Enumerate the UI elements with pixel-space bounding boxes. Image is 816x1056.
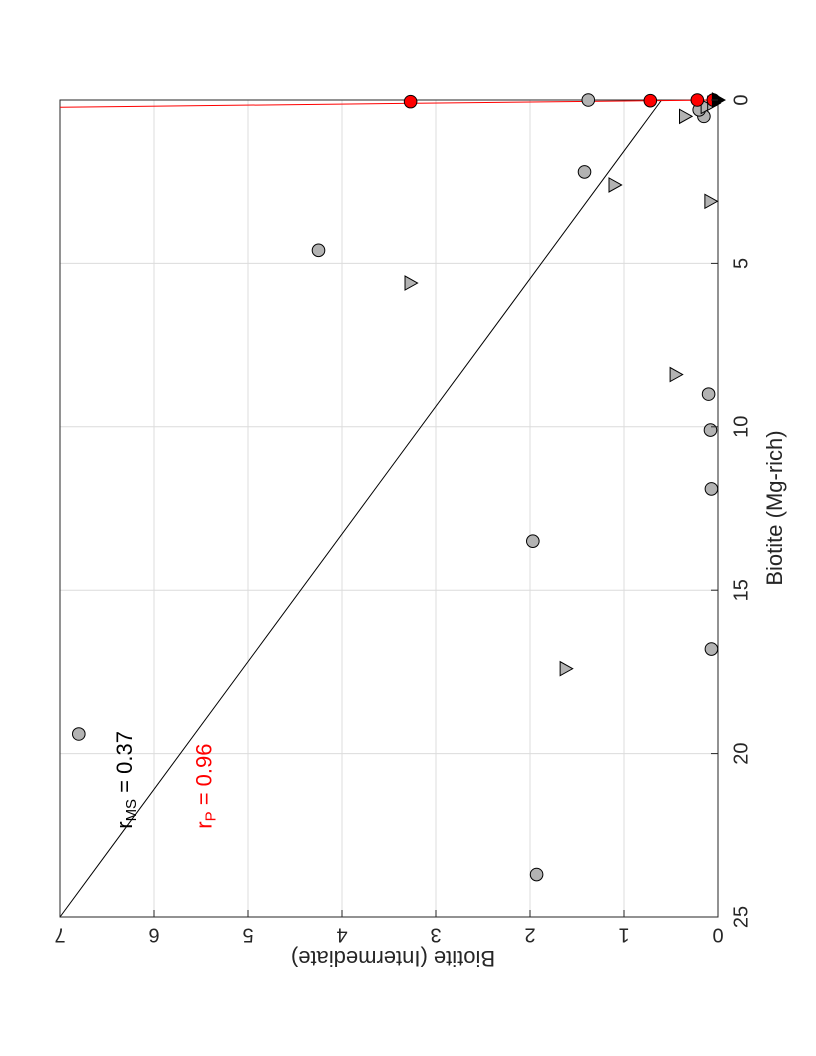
annotation-undefined: rMS = 0.37	[112, 731, 140, 829]
point-s0-8	[577, 165, 592, 179]
point-s1-2	[404, 275, 419, 291]
point-s0-6	[701, 387, 716, 401]
x-tick-label-5: 25	[730, 906, 752, 928]
y-tick-label-0: 0	[712, 924, 723, 946]
y-tick-label-3: 3	[430, 924, 441, 946]
y-axis-label: Biotite (Intermediate)	[291, 946, 495, 971]
y-tick-4: 4	[336, 924, 347, 946]
plot-frame	[59, 99, 719, 918]
y-tick-5: 5	[242, 924, 253, 946]
x-tick-label-4: 20	[730, 742, 752, 764]
fit-line-P	[59, 99, 719, 108]
annotation-r-1: r	[192, 821, 217, 828]
point-s0-3	[526, 534, 540, 548]
fit-line-MS	[59, 99, 663, 918]
x-tick-2: 10	[730, 416, 752, 438]
point-s0-11	[581, 93, 596, 107]
annotation-undefined: rP = 0.96	[192, 744, 220, 829]
point-s1-5	[679, 108, 694, 125]
plot-area	[60, 100, 718, 917]
annotation-r-0: r	[112, 821, 137, 828]
y-tick-label-5: 5	[242, 924, 253, 946]
axis-ticks: 0 5 10 15 20 25 0 1 2 3 4 5 6 7	[54, 94, 752, 945]
x-tick-4: 20	[730, 742, 752, 764]
y-axis-label-text: Biotite (Intermediate)	[291, 946, 495, 971]
x-axis-label: Biotite (Mg-rich)	[762, 430, 787, 585]
point-s1-4	[608, 177, 623, 193]
x-tick-0: 0	[730, 94, 752, 105]
y-tick-2: 2	[524, 924, 535, 946]
point-s2-0	[403, 94, 418, 109]
y-tick-3: 3	[430, 924, 441, 946]
annotation-subscript-1: P	[203, 811, 220, 821]
x-tick-label-0: 0	[730, 94, 752, 105]
point-s0-4	[704, 482, 719, 496]
annotation-text-0: rMS = 0.37	[112, 731, 140, 829]
data-points	[72, 92, 727, 882]
point-s0-5	[703, 423, 718, 437]
point-s1-1	[669, 366, 684, 383]
annotation-value-0: = 0.37	[112, 731, 137, 799]
point-s1-0	[559, 660, 574, 677]
point-s0-7	[311, 243, 326, 258]
x-tick-3: 15	[730, 579, 752, 601]
y-tick-0: 0	[712, 924, 723, 946]
y-tick-label-7: 7	[54, 924, 65, 946]
y-tick-label-1: 1	[618, 924, 629, 946]
point-s0-0	[72, 727, 86, 741]
annotation-subscript-0: MS	[123, 799, 140, 822]
y-tick-7: 7	[54, 924, 65, 946]
fit-lines	[59, 99, 719, 918]
point-s1-3	[704, 193, 719, 210]
annotation-text-1: rP = 0.96	[192, 744, 220, 829]
point-s2-2	[690, 93, 705, 107]
x-tick-5: 25	[730, 906, 752, 928]
y-tick-1: 1	[618, 924, 629, 946]
y-tick-label-6: 6	[148, 924, 159, 946]
x-tick-1: 5	[730, 258, 752, 269]
y-tick-label-4: 4	[336, 924, 347, 946]
point-s2-1	[643, 93, 658, 108]
point-s0-2	[704, 642, 719, 656]
y-tick-label-2: 2	[524, 924, 535, 946]
x-tick-label-2: 10	[730, 416, 752, 438]
annotation-value-1: = 0.96	[192, 744, 217, 812]
point-s0-1	[529, 867, 544, 882]
y-tick-6: 6	[148, 924, 159, 946]
x-tick-label-3: 15	[730, 579, 752, 601]
x-tick-label-1: 5	[730, 258, 752, 269]
x-axis-label-text: Biotite (Mg-rich)	[762, 430, 787, 585]
